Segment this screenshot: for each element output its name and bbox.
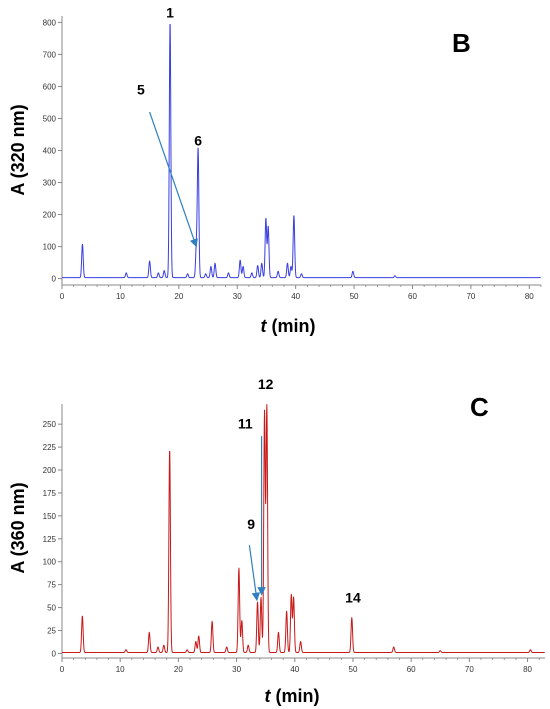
panel-b-x-label: t (min) [261,316,316,336]
panel-b-letter: B [452,28,471,58]
panel-c-x-label-unit: (min) [271,686,320,706]
panel-c-peak-labels: 12 11 9 14 [238,376,361,606]
panel-b-x-tick-label: 70 [466,292,475,301]
panel-b-y-ticks: 0 100 200 300 400 500 600 700 800 [43,18,62,284]
panel-b-y-tick-label: 600 [43,82,57,91]
panel-c-x-label-var: t [265,686,272,706]
panel-c-x-tick-label: 50 [349,665,358,674]
panel-b-y-label: A (320 nm) [8,104,28,195]
panel-b-y-tick-label: 700 [43,50,57,59]
panel-b-y-tick-label: 400 [43,147,57,156]
panel-c-letter: C [470,392,489,422]
panel-b-y-tick-label: 200 [43,211,57,220]
panel-c-arrows [248,436,266,602]
panel-c-y-tick-label: 250 [43,420,57,429]
panel-b-y-tick-label: 100 [43,243,57,252]
panel-c-y-tick-label: 75 [47,581,56,590]
panel-c-y-label: A (360 nm) [8,482,28,573]
panel-b-x-label-unit: (min) [267,316,316,336]
panel-c-x-label: t (min) [265,686,320,706]
panel-b-x-tick-label: 80 [525,292,534,301]
panel-b-x-ticks: 0 10 20 30 40 50 60 70 80 [60,285,542,301]
panel-c-x-tick-label: 60 [407,665,416,674]
panel-b-peak-labels: 1 6 5 [137,4,202,148]
panel-b-peak-label: 1 [166,4,174,20]
panel-c-y-tick-label: 25 [47,626,56,635]
panel-c-peak-label: 14 [345,590,361,606]
panel-c-x-tick-label: 70 [465,665,474,674]
panel-b-y-tick-label: 500 [43,114,57,123]
panel-b-x-tick-label: 50 [350,292,359,301]
panel-b-y-tick-label: 0 [52,275,57,284]
panel-c-x-tick-label: 80 [523,665,532,674]
panel-c-y-tick-label: 0 [52,649,57,658]
panel-c-y-tick-label: 200 [43,466,57,475]
panel-b-x-tick-label: 40 [291,292,300,301]
panel-c-y-tick-label: 125 [43,535,57,544]
panel-c-x-ticks: 0 10 20 30 40 50 60 70 80 [60,658,540,674]
panel-c-x-tick-label: 30 [232,665,241,674]
panel-c-y-tick-label: 175 [43,489,57,498]
panel-c-chart: 0 10 20 30 40 50 60 70 80 0 25 50 75 100 125 150 175 200… [8,376,546,706]
panel-c-trace [61,404,546,653]
panel-c-peak-label: 11 [238,415,253,431]
panel-b-arrow [149,111,198,248]
panel-c-y-ticks: 0 25 50 75 100 125 150 175 200 225 250 [43,420,62,658]
panel-b-arrows [149,111,198,248]
panel-c-y-tick-label: 225 [43,443,57,452]
panel-b-y-tick-label: 800 [43,18,57,27]
panel-b-x-tick-label: 20 [174,292,183,301]
panel-b-x-tick-label: 10 [116,292,125,301]
panel-c-y-tick-label: 150 [43,512,57,521]
panel-b-x-tick-label: 60 [408,292,417,301]
panel-b-peak-label: 5 [137,81,145,97]
panel-c-x-tick-label: 20 [174,665,183,674]
panel-c-peak-label: 9 [247,516,255,532]
panel-b-y-tick-label: 300 [43,179,57,188]
panel-b-x-label-var: t [261,316,268,336]
panel-b-chart: 0 10 20 30 40 50 60 70 80 0 100 200 300 400 500 600 700… [8,4,542,336]
panel-c-x-tick-label: 0 [60,665,65,674]
panel-c-y-tick-label: 50 [47,604,56,613]
panel-c-x-tick-label: 10 [116,665,125,674]
panel-b-peak-label: 6 [194,133,202,149]
panel-c-peak-label: 12 [258,376,274,392]
panel-b-x-tick-label: 30 [233,292,242,301]
panel-c-x-tick-label: 40 [290,665,299,674]
panel-b-trace [61,23,542,279]
panel-c-arrow [248,545,261,602]
panel-c-y-tick-label: 100 [43,558,57,567]
panel-b-x-tick-label: 0 [60,292,65,301]
